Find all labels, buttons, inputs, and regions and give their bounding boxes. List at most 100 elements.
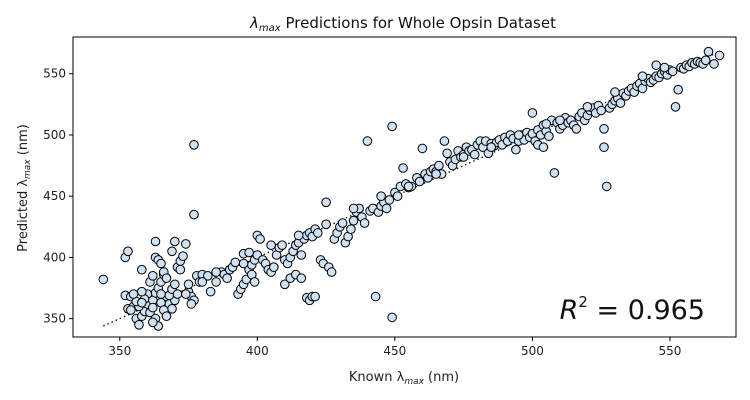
ylabel-subscript: max	[23, 159, 33, 179]
data-point-283	[156, 289, 166, 299]
xlabel-prefix: Known λ	[349, 370, 405, 385]
data-point-52	[170, 236, 180, 247]
data-point-171	[469, 149, 480, 160]
data-point-266	[610, 87, 620, 97]
x-axis-label: Known λmax (nm)	[349, 370, 459, 387]
data-point-100	[296, 250, 307, 260]
data-point-158	[434, 160, 444, 171]
data-point-68	[222, 273, 232, 284]
data-point-71	[230, 257, 241, 268]
data-point-276	[348, 203, 359, 214]
data-point-43	[161, 311, 172, 322]
data-point-269	[541, 119, 552, 129]
data-point-263	[651, 60, 662, 70]
ylabel-prefix: Predicted λ	[16, 179, 31, 252]
data-point-202	[538, 142, 549, 152]
data-point-65	[211, 277, 221, 287]
data-point-151	[414, 176, 425, 187]
data-point-63	[203, 271, 213, 281]
data-point-46	[170, 279, 180, 290]
data-point-220	[596, 105, 607, 116]
data-point-271	[486, 142, 497, 152]
plot-frame	[72, 36, 737, 338]
r2-value: = 0.965	[588, 295, 705, 326]
data-point-288	[186, 299, 197, 309]
data-point-110	[280, 279, 290, 290]
title-rest: Predictions for Whole Opsin Dataset	[281, 14, 556, 32]
data-point-142	[387, 312, 397, 323]
data-point-211	[571, 124, 582, 134]
data-point-93	[277, 240, 287, 250]
data-point-6	[134, 320, 144, 330]
data-point-285	[148, 317, 158, 328]
x-tick-label-2: 450	[383, 344, 406, 358]
data-point-51	[150, 236, 161, 247]
data-point-261	[709, 59, 719, 69]
data-point-275	[376, 191, 386, 201]
data-point-139	[381, 203, 392, 214]
r2-symbol: R	[560, 295, 579, 326]
data-point-135	[370, 291, 381, 302]
data-point-126	[346, 224, 356, 234]
data-point-259	[700, 55, 711, 66]
data-point-223	[599, 124, 609, 134]
xlabel-rest: (nm)	[424, 370, 459, 385]
data-point-268	[555, 115, 565, 126]
data-point-270	[513, 130, 524, 140]
data-point-54	[175, 264, 186, 275]
data-point-274	[403, 181, 414, 192]
y-axis-label: Predicted λmax (nm)	[16, 124, 33, 252]
x-tick-label-3: 500	[521, 344, 544, 358]
y-tick-label-4: 550	[43, 67, 66, 81]
data-point-90	[269, 262, 279, 273]
data-point-113	[296, 273, 307, 284]
data-point-22	[137, 264, 147, 275]
data-point-249	[673, 84, 684, 95]
data-point-60	[189, 140, 199, 150]
data-point-198	[544, 131, 554, 141]
data-point-83	[249, 277, 260, 287]
x-axis-ticks: 350 400 450 500 550	[108, 337, 681, 358]
data-point-131	[359, 218, 370, 228]
data-point-64	[205, 286, 216, 297]
data-point-277	[321, 219, 331, 230]
data-point-280	[238, 258, 249, 269]
data-point-81	[244, 247, 254, 258]
data-point-221	[599, 142, 609, 152]
data-point-289	[197, 277, 208, 287]
y-tick-label-0: 350	[43, 312, 66, 326]
data-point-49	[178, 251, 188, 262]
data-point-262	[714, 50, 725, 61]
data-point-200	[527, 108, 538, 118]
data-point-228	[615, 98, 626, 108]
y-tick-label-2: 450	[43, 189, 66, 203]
x-tick-label-0: 350	[108, 344, 131, 358]
data-point-264	[659, 62, 670, 73]
data-point-106	[313, 228, 323, 238]
chart-title: λmax Predictions for Whole Opsin Dataset	[249, 14, 556, 34]
points-layer	[98, 46, 725, 331]
x-tick-label-4: 550	[659, 344, 682, 358]
data-point-160	[439, 136, 450, 146]
data-point-53	[167, 246, 177, 257]
data-point-279	[266, 240, 276, 250]
data-point-248	[670, 102, 681, 112]
r2-exponent: 2	[578, 293, 588, 311]
data-point-267	[582, 102, 593, 112]
data-point-222	[601, 181, 612, 192]
data-point-109	[321, 197, 331, 208]
data-point-260	[703, 46, 714, 57]
data-point-282	[183, 279, 194, 290]
y-axis-ticks: 350 400 450 500 550	[43, 67, 73, 326]
data-point-203	[549, 168, 560, 178]
data-point-18	[167, 304, 177, 314]
data-point-132	[362, 136, 373, 146]
plot-area	[72, 36, 737, 338]
data-point-85	[255, 234, 265, 244]
data-point-141	[387, 121, 397, 132]
data-point-281	[211, 267, 221, 277]
data-point-273	[431, 169, 441, 179]
data-point-146	[398, 163, 408, 173]
data-point-161	[442, 148, 452, 159]
